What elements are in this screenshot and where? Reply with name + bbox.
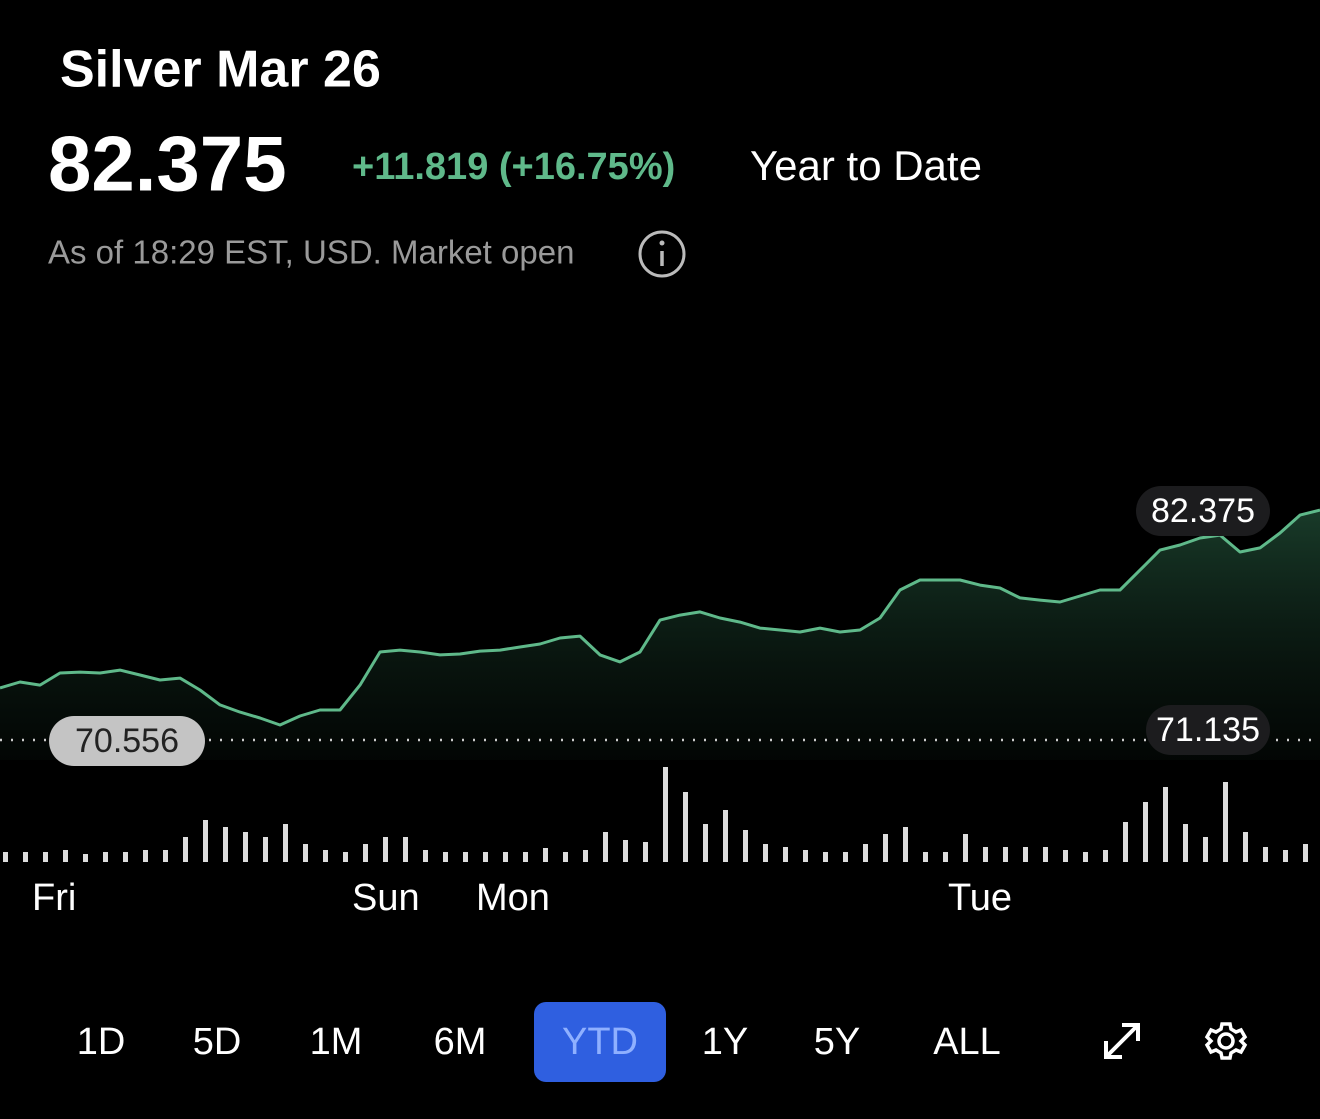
range-button[interactable]: 1M — [310, 1021, 363, 1063]
volume-bar — [643, 842, 648, 862]
volume-bar — [863, 844, 868, 862]
volume-bar — [1003, 847, 1008, 862]
title: Silver Mar 26 — [60, 41, 381, 99]
selected-range-bg — [534, 1002, 666, 1082]
volume-bar — [523, 852, 528, 862]
range-button[interactable]: 5D — [193, 1021, 242, 1063]
x-label: Mon — [476, 877, 550, 919]
volume-bar — [1183, 824, 1188, 862]
price-line — [0, 508, 1320, 727]
volume-bar — [1043, 847, 1048, 862]
volume-bar — [743, 830, 748, 862]
area — [0, 510, 1320, 760]
note: As of 18:29 EST, USD. Market open — [48, 234, 574, 271]
low-label-bg — [1146, 705, 1270, 756]
range-button[interactable]: ALL — [933, 1021, 1001, 1063]
volume-bar — [283, 824, 288, 862]
previous-close-label: 70.556 — [75, 722, 179, 760]
volume-bar — [3, 852, 8, 862]
volume-bar — [1103, 850, 1108, 862]
chart: 70.556 71.135 82.375 Fri Sun Mon Tue — [0, 486, 1320, 919]
volume-bar — [1143, 802, 1148, 862]
range-button[interactable]: 6M — [434, 1021, 487, 1063]
volume-bar — [183, 837, 188, 862]
volume-bar — [683, 792, 688, 862]
volume-bar — [963, 834, 968, 862]
volume-bar — [483, 852, 488, 862]
change: +11.819 (+16.75%) — [352, 146, 675, 188]
volume-bar — [223, 827, 228, 862]
price: 82.375 — [48, 120, 287, 208]
volume-bar — [83, 854, 88, 862]
volume-bar — [443, 852, 448, 862]
volume-bar — [1203, 837, 1208, 862]
volume-bar — [1163, 787, 1168, 862]
volume-bar — [1063, 850, 1068, 862]
volume-bar — [143, 850, 148, 862]
volume-bar — [243, 832, 248, 862]
x-label: Tue — [948, 877, 1012, 919]
volume-bar — [703, 824, 708, 862]
volume-bar — [1223, 782, 1228, 862]
period: Year to Date — [750, 142, 982, 189]
volume-bar — [263, 837, 268, 862]
volume-bar — [583, 850, 588, 862]
volume-bar — [543, 848, 548, 862]
range-button[interactable]: 1D — [77, 1021, 126, 1063]
volume-bar — [1023, 847, 1028, 862]
volume-bar — [563, 852, 568, 862]
volume-bar — [163, 850, 168, 862]
volume-bar — [1303, 844, 1308, 862]
volume-bar — [103, 852, 108, 862]
last-label: 82.375 — [1151, 492, 1255, 530]
volume-bar — [343, 852, 348, 862]
volume-bar — [423, 850, 428, 862]
volume-bar — [1263, 847, 1268, 862]
volume-bar — [403, 837, 408, 862]
low-label: 71.135 — [1156, 711, 1260, 749]
volume-bar — [763, 844, 768, 862]
settings-icon[interactable] — [1204, 1022, 1248, 1060]
volume-bar — [1123, 822, 1128, 862]
volume-bar — [943, 852, 948, 862]
volume-bar — [803, 850, 808, 862]
x-label: Fri — [32, 877, 76, 919]
last-label-bg — [1136, 486, 1270, 536]
volume-bar — [983, 847, 988, 862]
volume-bar — [783, 847, 788, 862]
volume-bar — [663, 767, 668, 862]
volume-bar — [43, 852, 48, 862]
expand-icon[interactable] — [1104, 1023, 1140, 1059]
range-button[interactable]: 1Y — [702, 1021, 748, 1063]
volume-bar — [203, 820, 208, 862]
volume-bar — [923, 852, 928, 862]
volume-bar — [1243, 832, 1248, 862]
volume-bar — [363, 844, 368, 862]
volume-bar — [603, 832, 608, 862]
volume-bar — [63, 850, 68, 862]
previous-close-label-bg — [49, 716, 205, 767]
volume-bar — [503, 852, 508, 862]
info-icon[interactable] — [638, 230, 686, 278]
volume-bar — [723, 810, 728, 862]
volume-bar — [463, 852, 468, 862]
volume-bar — [1083, 852, 1088, 862]
range-buttons: 1D 5D 1M 6M YTD 1Y 5Y ALL — [77, 1002, 1001, 1082]
volume-bar — [1283, 850, 1288, 862]
volume-bar — [303, 844, 308, 862]
volume-bar — [623, 840, 628, 862]
volume-bar — [23, 852, 28, 862]
range-button[interactable]: 5Y — [814, 1021, 860, 1063]
x-label: Sun — [352, 877, 420, 919]
volume-bar — [823, 852, 828, 862]
volume-bar — [323, 850, 328, 862]
volume-bar — [383, 837, 388, 862]
range-button[interactable]: YTD — [562, 1021, 638, 1063]
volume-bar — [883, 834, 888, 862]
volume-bar — [843, 852, 848, 862]
volume-bar — [903, 827, 908, 862]
volume-bar — [123, 852, 128, 862]
